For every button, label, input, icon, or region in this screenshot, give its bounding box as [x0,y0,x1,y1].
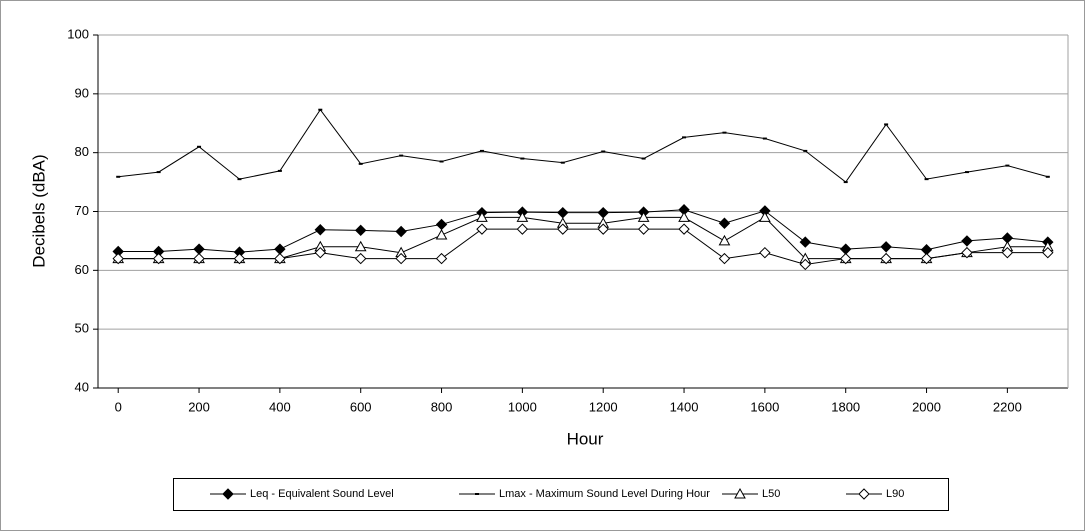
x-axis-label: Hour [567,429,604,448]
marker [734,487,746,499]
marker [193,252,205,265]
marker [762,137,767,140]
y-tick-label: 40 [75,379,89,394]
marker [1001,246,1014,259]
marker [355,252,367,265]
y-tick-label: 80 [75,144,89,159]
marker [318,108,323,111]
legend-box [173,478,949,511]
marker [843,181,848,184]
x-tick-label: 1600 [750,399,779,414]
marker [678,211,690,222]
marker [637,223,650,235]
y-tick-label: 100 [67,26,89,41]
marker [274,252,286,265]
marker [601,150,606,153]
marker [399,154,404,157]
legend-label: L50 [762,488,780,500]
marker [116,175,121,178]
marker [557,223,569,235]
marker [395,225,407,238]
marker [395,252,407,265]
marker [597,223,609,235]
series-line [118,209,1048,253]
marker [920,252,933,265]
marker [112,252,124,265]
marker [880,241,892,253]
legend-label: Leq - Equivalent Sound Level [250,488,394,500]
marker [233,252,246,265]
x-tick-label: 2000 [912,399,941,414]
marker [156,171,161,174]
marker [722,131,727,134]
marker [439,160,444,163]
marker [475,493,479,495]
marker [354,240,367,252]
x-tick-label: 200 [188,399,210,414]
marker [355,224,367,237]
marker [961,235,973,247]
legend-label: Lmax - Maximum Sound Level During Hour [499,488,710,500]
y-tick-label: 60 [75,262,89,277]
marker [799,236,811,248]
marker [435,252,448,265]
marker [803,149,808,152]
x-tick-label: 1000 [508,399,537,414]
x-tick-label: 1800 [831,399,860,414]
marker [1045,175,1050,178]
marker [435,229,448,240]
marker [516,223,529,235]
x-tick-label: 2200 [993,399,1022,414]
marker [637,211,650,222]
y-axis-label: Decibels (dBA) [29,154,48,267]
marker [884,123,889,126]
x-tick-label: 1200 [589,399,618,414]
marker [718,252,731,265]
y-tick-label: 50 [75,321,89,336]
series-line [118,228,1048,265]
marker [718,234,731,246]
marker [880,252,892,265]
marker [314,246,326,259]
marker [520,157,525,160]
marker [678,223,690,235]
marker [799,258,811,271]
y-tick-label: 90 [75,85,89,100]
marker [237,178,242,181]
marker [964,171,969,174]
marker [1005,164,1010,167]
legend-label: L90 [886,488,904,500]
marker [197,145,202,148]
marker [759,246,771,259]
x-tick-label: 0 [115,399,122,414]
x-tick-label: 1400 [670,399,699,414]
x-tick-label: 400 [269,399,291,414]
marker [858,488,870,500]
marker [479,149,484,152]
marker [222,488,234,500]
marker [682,136,687,139]
marker [476,223,488,235]
x-tick-label: 800 [431,399,453,414]
marker [277,169,282,172]
series-line [118,108,1048,183]
marker [314,224,326,236]
marker [358,162,363,165]
marker [516,211,529,222]
marker [152,252,165,265]
marker [759,211,771,222]
y-tick-label: 70 [75,203,89,218]
marker [961,246,973,259]
marker [924,178,929,181]
marker [840,252,852,265]
marker [476,211,488,222]
marker [1042,246,1054,259]
marker [718,217,731,229]
x-tick-label: 600 [350,399,372,414]
marker [560,161,565,164]
marker [641,157,646,160]
